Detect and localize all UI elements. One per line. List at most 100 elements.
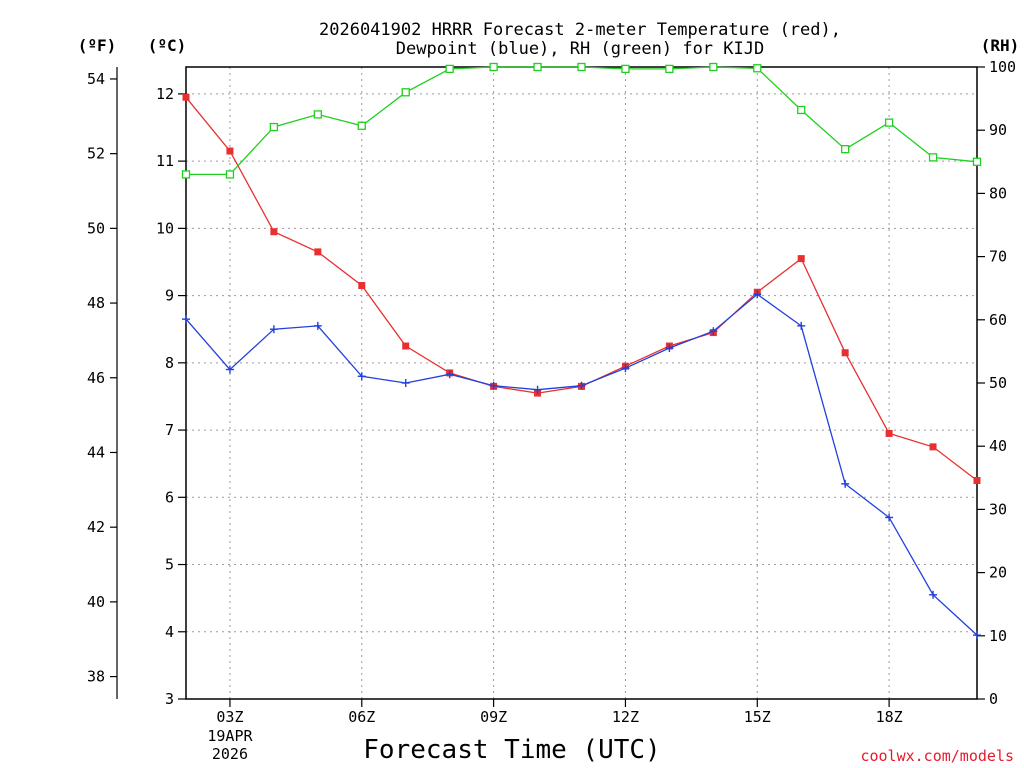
dewpoint-point	[225, 365, 234, 374]
dewpoint-point	[445, 370, 454, 379]
axes: 3 4 5 6 7 8 9 10 11 12 38 40 42 44 46 48 50 52 54 0 10 20 30 40…	[87, 58, 1016, 763]
dewpoint-point	[709, 327, 718, 336]
celsius-tick-label: 5	[165, 556, 174, 574]
temperature-point	[314, 248, 322, 256]
rh-tick-label: 100	[989, 58, 1016, 76]
x-tick-label: 15Z	[744, 708, 771, 726]
rh-point	[665, 64, 674, 74]
temperature-point	[226, 147, 234, 155]
rh-tick-label: 80	[989, 184, 1007, 202]
fahrenheit-tick-label: 48	[87, 294, 105, 312]
rh-tick-label: 10	[989, 627, 1007, 645]
temperature-line	[185, 96, 978, 482]
series-layer	[181, 62, 982, 640]
rh-point	[269, 122, 279, 132]
dewpoint-point	[621, 364, 630, 373]
dewpoint-point	[841, 479, 850, 488]
temperature-point	[841, 349, 849, 357]
celsius-tick-label: 12	[156, 85, 174, 103]
x-year-label: 2026	[212, 745, 248, 763]
fahrenheit-tick-label: 40	[87, 593, 105, 611]
x-date-label: 19APR	[207, 727, 253, 745]
dewpoint-point	[401, 379, 410, 387]
rh-point	[445, 64, 454, 74]
rh-point	[313, 110, 322, 119]
rh-tick-label: 90	[989, 121, 1007, 139]
dewpoint-point	[973, 631, 981, 640]
rh-point	[928, 153, 938, 162]
x-axis-title: Forecast Time (UTC)	[363, 735, 660, 765]
temperature-point	[797, 255, 805, 263]
temperature-point	[270, 228, 278, 236]
dewpoint-point	[665, 344, 674, 353]
rh-tick-label: 50	[989, 374, 1007, 392]
chart-title-line-2: Dewpoint (blue), RH (green) for KIJD	[396, 39, 764, 59]
rh-tick-label: 60	[989, 311, 1007, 329]
fahrenheit-tick-label: 42	[87, 518, 105, 536]
rh-point	[489, 62, 498, 72]
rh-point	[797, 105, 806, 115]
rh-tick-label: 30	[989, 500, 1007, 518]
dewpoint-point	[577, 381, 586, 390]
temperature-point	[885, 429, 893, 437]
x-tick-label: 06Z	[348, 708, 375, 726]
dewpoint-point	[357, 372, 366, 381]
celsius-tick-label: 11	[156, 152, 174, 170]
celsius-tick-label: 7	[165, 421, 174, 439]
rh-point	[357, 121, 366, 130]
dewpoint-point	[929, 590, 938, 599]
rh-point	[577, 62, 586, 72]
celsius-tick-label: 6	[165, 488, 174, 506]
dewpoint-point	[797, 321, 806, 330]
temperature-point	[358, 282, 366, 290]
chart-title-line-1: 2026041902 HRRR Forecast 2-meter Tempera…	[319, 20, 841, 40]
fahrenheit-unit-label: (ºF)	[78, 36, 117, 55]
dewpoint-point	[885, 513, 894, 522]
celsius-tick-label: 8	[165, 354, 174, 372]
rh-point	[884, 118, 894, 127]
rh-point	[621, 64, 630, 74]
celsius-tick-label: 9	[165, 287, 174, 305]
dewpoint-line	[185, 293, 978, 636]
dewpoint-point	[269, 325, 278, 334]
rh-point	[225, 170, 235, 179]
fahrenheit-tick-label: 52	[87, 145, 105, 163]
dewpoint-point	[753, 290, 762, 299]
rh-point	[533, 62, 542, 72]
rh-point	[181, 170, 191, 179]
rh-tick-label: 0	[989, 690, 998, 708]
fahrenheit-tick-label: 38	[87, 668, 105, 686]
dewpoint-point	[182, 315, 190, 324]
rh-tick-label: 20	[989, 564, 1007, 582]
x-tick-label: 18Z	[876, 708, 903, 726]
rh-point	[972, 157, 982, 166]
temperature-point	[973, 476, 981, 484]
x-tick-label: 03Z	[216, 708, 243, 726]
rh-line	[186, 66, 978, 176]
celsius-tick-label: 10	[156, 219, 174, 237]
celsius-tick-label: 4	[165, 623, 174, 641]
temperature-point	[402, 342, 410, 350]
rh-tick-label: 40	[989, 437, 1007, 455]
fahrenheit-tick-label: 46	[87, 369, 105, 387]
rh-unit-label: (RH)	[981, 36, 1020, 55]
rh-point	[401, 88, 410, 97]
rh-tick-label: 70	[989, 248, 1007, 266]
celsius-unit-label: (ºC)	[148, 36, 187, 55]
fahrenheit-tick-label: 50	[87, 219, 105, 237]
celsius-tick-label: 3	[165, 690, 174, 708]
rh-point	[753, 64, 762, 73]
x-tick-label: 09Z	[480, 708, 507, 726]
temperature-point	[182, 93, 190, 101]
rh-point	[841, 145, 850, 154]
fahrenheit-tick-label: 44	[87, 443, 105, 461]
dewpoint-point	[313, 321, 322, 330]
rh-point	[709, 62, 718, 72]
temperature-point	[929, 443, 937, 451]
dewpoint-point	[533, 385, 542, 394]
credit-text: coolwx.com/models	[860, 747, 1014, 765]
fahrenheit-tick-label: 54	[87, 70, 105, 88]
x-tick-label: 12Z	[612, 708, 639, 726]
dewpoint-point	[489, 381, 498, 390]
